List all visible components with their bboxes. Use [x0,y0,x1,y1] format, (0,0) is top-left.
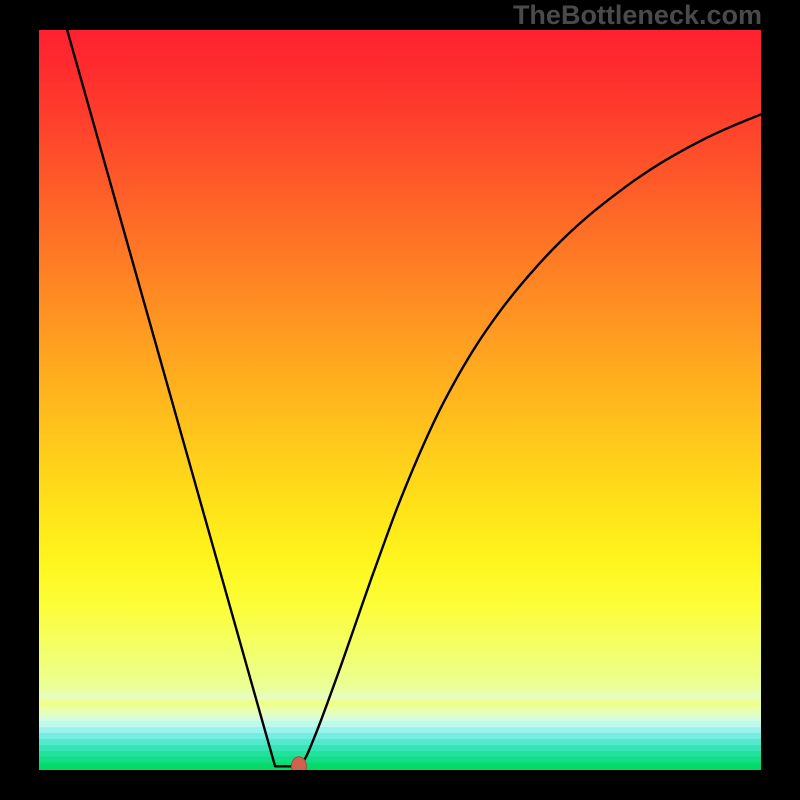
chart-svg [39,30,761,770]
optimal-point-marker [291,757,306,770]
chart-container: TheBottleneck.com [0,0,800,800]
gradient-background [39,30,761,770]
plot-area [39,30,761,770]
watermark-label: TheBottleneck.com [513,0,762,31]
